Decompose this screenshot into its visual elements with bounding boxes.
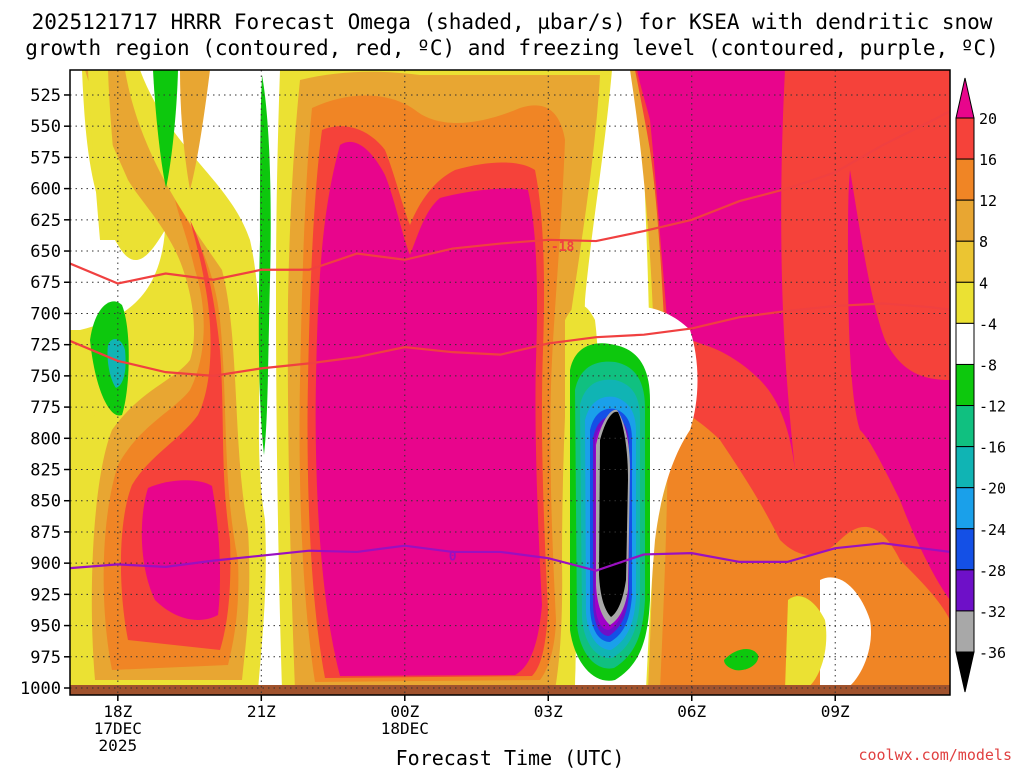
y-tick-label-600: 600	[30, 180, 61, 200]
colorbar-label-3: 8	[979, 233, 988, 251]
y-tick-label-900: 900	[30, 554, 61, 574]
y-tick-label-625: 625	[30, 211, 61, 231]
contour-line-1	[70, 302, 950, 377]
colorbar-label-10: -24	[979, 521, 1006, 539]
colorbar-label-6: -8	[979, 356, 997, 374]
x-tick-label-2-0: 00Z	[390, 702, 419, 721]
x-tick-label-4-0: 06Z	[677, 702, 706, 721]
colorbar-label-0: 20	[979, 110, 997, 128]
x-tick-label-0-0: 18Z	[103, 702, 132, 721]
colorbar-bottom-arrow	[955, 651, 975, 693]
colorbar-bin-5	[955, 322, 975, 365]
y-tick-label-850: 850	[30, 492, 61, 512]
colorbar-top-arrow	[955, 77, 975, 119]
contour-label-2: 0	[449, 550, 457, 565]
colorbar-label-2: 12	[979, 192, 997, 210]
x-tick-label-0-1: 17DEC	[94, 719, 142, 738]
y-tick-label-875: 875	[30, 523, 61, 543]
y-tick-label-725: 725	[30, 336, 61, 356]
grid-lines	[70, 70, 950, 695]
colorbar-label-4: 4	[979, 274, 988, 292]
colorbar-bin-7	[955, 405, 975, 448]
x-axis-label: Forecast Time (UTC)	[396, 746, 625, 768]
y-tick-label-550: 550	[30, 117, 61, 137]
y-tick-label-825: 825	[30, 461, 61, 481]
credit-text: coolwx.com/models	[858, 746, 1012, 764]
colorbar-label-8: -16	[979, 439, 1006, 457]
y-tick-label-950: 950	[30, 617, 61, 637]
colorbar-label-7: -12	[979, 398, 1006, 416]
colorbar-bin-11	[955, 569, 975, 612]
y-tick-label-775: 775	[30, 398, 61, 418]
plot-frame	[69, 69, 951, 696]
y-tick-label-925: 925	[30, 585, 61, 605]
colorbar-bin-3	[955, 240, 975, 283]
chart-title-line2: growth region (contoured, red, ºC) and f…	[25, 36, 999, 60]
pressure-axis: 525 550 575 600 625 650 675 700 725 750 775 800 825 8…	[20, 86, 70, 699]
colorbar-bin-0	[955, 117, 975, 160]
y-tick-label-525: 525	[30, 86, 61, 106]
colorbar-label-5: -4	[979, 315, 997, 333]
contour-line-0	[70, 110, 950, 285]
contour-line-2	[70, 542, 950, 572]
x-tick-label-2-1: 18DEC	[381, 719, 429, 738]
chart-title-line1: 2025121717 HRRR Forecast Omega (shaded, …	[32, 10, 993, 34]
colorbar-label-9: -20	[979, 480, 1006, 498]
colorbar-bin-9	[955, 487, 975, 530]
omega-shading	[70, 70, 950, 695]
y-tick-label-700: 700	[30, 304, 61, 324]
x-tick-label-1-0: 21Z	[247, 702, 276, 721]
y-tick-label-975: 975	[30, 648, 61, 668]
colorbar-bin-1	[955, 158, 975, 201]
x-tick-label-5-0: 09Z	[821, 702, 850, 721]
y-tick-label-750: 750	[30, 367, 61, 387]
colorbar: 20 16 12 8 4 -4 -8 -12 -16 -20 -24 -28 -32 -36	[955, 77, 1006, 693]
colorbar-bin-8	[955, 446, 975, 489]
contour-lines: -18 0	[70, 110, 950, 572]
x-tick-label-3-0: 03Z	[534, 702, 563, 721]
y-tick-label-800: 800	[30, 429, 61, 449]
y-tick-label-650: 650	[30, 242, 61, 262]
x-tick-label-0-2: 2025	[99, 736, 138, 755]
colorbar-bin-6	[955, 363, 975, 407]
colorbar-bin-10	[955, 528, 975, 571]
y-tick-label-1000: 1000	[20, 679, 61, 699]
y-tick-label-675: 675	[30, 273, 61, 293]
contour-label-0: -18	[551, 240, 575, 255]
colorbar-bin-12	[955, 610, 975, 653]
y-tick-label-575: 575	[30, 148, 61, 168]
colorbar-label-1: 16	[979, 151, 997, 169]
colorbar-label-13: -36	[979, 644, 1006, 662]
colorbar-label-11: -28	[979, 562, 1006, 580]
colorbar-bin-4	[955, 281, 975, 324]
colorbar-bin-2	[955, 199, 975, 242]
colorbar-label-12: -32	[979, 603, 1006, 621]
